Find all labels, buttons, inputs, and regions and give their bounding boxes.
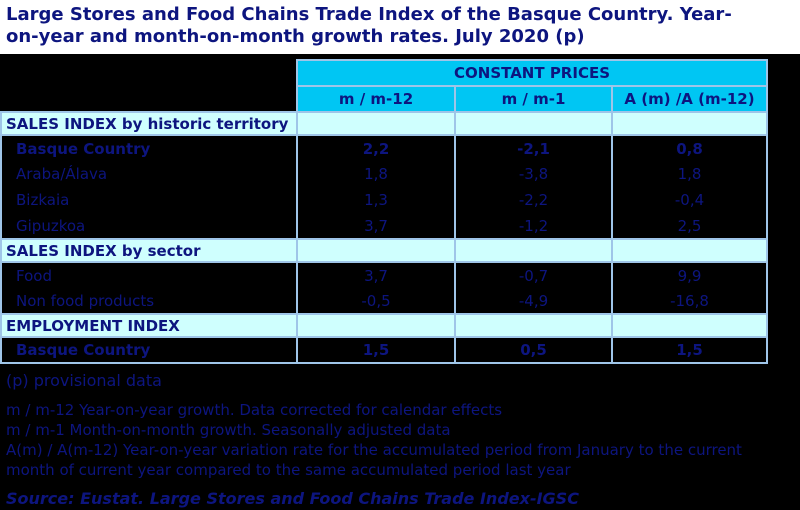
source-line: Source: Eustat. Large Stores and Food Ch…	[6, 489, 579, 508]
column-header-am-am12: A (m) /A (m-12)	[610, 85, 769, 113]
value-cell: 3,7	[296, 213, 456, 239]
value-cell: 1,3	[296, 187, 456, 213]
row-label: Araba/Álava	[0, 161, 298, 187]
value-cell: -4,9	[454, 288, 613, 314]
section-blank-cell	[610, 111, 769, 136]
value-cell: -2,2	[454, 187, 613, 213]
section-row: SALES INDEX by historic territory	[0, 111, 769, 136]
data-row: Non food products -0,5 -4,9 -16,8	[0, 288, 769, 314]
value-cell: 9,9	[610, 262, 769, 288]
section-label: EMPLOYMENT INDEX	[0, 313, 298, 338]
value-cell: 0,8	[610, 135, 769, 161]
section-blank-cell	[610, 238, 769, 263]
section-blank-cell	[610, 313, 769, 338]
row-label: Basque Country	[0, 337, 298, 364]
column-header-row: m / m-12 m / m-1 A (m) /A (m-12)	[1, 85, 769, 113]
page-title-line-2: on-year and month-on-month growth rates.…	[6, 26, 585, 47]
value-cell: 2,5	[610, 213, 769, 239]
section-blank-cell	[296, 313, 456, 338]
row-label: Bizkaia	[0, 187, 298, 213]
column-header-m-m12: m / m-12	[296, 85, 456, 113]
data-row: Food 3,7 -0,7 9,9	[0, 262, 769, 288]
footnotes: (p) provisional data m / m-12 Year-on-ye…	[0, 371, 788, 509]
row-label: Food	[0, 262, 298, 288]
value-cell: 1,8	[296, 161, 456, 187]
section-row: SALES INDEX by sector	[0, 238, 769, 263]
value-cell: 1,8	[610, 161, 769, 187]
section-blank-cell	[296, 111, 456, 136]
value-cell: -3,8	[454, 161, 613, 187]
section-label: SALES INDEX by sector	[0, 238, 298, 263]
section-blank-cell	[454, 238, 613, 263]
footnote-m-m1: m / m-1 Month-on-month growth. Seasonall…	[6, 421, 451, 439]
data-row: Bizkaia 1,3 -2,2 -0,4	[0, 187, 769, 213]
data-row: Gipuzkoa 3,7 -1,2 2,5	[0, 213, 769, 239]
value-cell: 1,5	[296, 337, 456, 364]
footnote-accumulated: A(m) / A(m-12) Year-on-year variation ra…	[6, 441, 742, 479]
value-cell: -16,8	[610, 288, 769, 314]
value-cell: 3,7	[296, 262, 456, 288]
footnote-provisional: (p) provisional data	[6, 371, 162, 390]
section-blank-cell	[454, 111, 613, 136]
data-row: Basque Country 2,2 -2,1 0,8	[0, 135, 769, 161]
row-label: Basque Country	[0, 135, 298, 161]
value-cell: 0,5	[454, 337, 613, 364]
group-header-row: CONSTANT PRICES	[1, 59, 769, 87]
page-title-line-1: Large Stores and Food Chains Trade Index…	[6, 4, 732, 25]
value-cell: -0,7	[454, 262, 613, 288]
value-cell: -2,1	[454, 135, 613, 161]
value-cell: -0,5	[296, 288, 456, 314]
footnote-m-m12: m / m-12 Year-on-year growth. Data corre…	[6, 401, 503, 419]
section-blank-cell	[296, 238, 456, 263]
value-cell: -0,4	[610, 187, 769, 213]
table-corner-cell	[1, 86, 298, 112]
value-cell: 2,2	[296, 135, 456, 161]
section-label: SALES INDEX by historic territory	[0, 111, 298, 136]
page-title: Large Stores and Food Chains Trade Index…	[0, 0, 800, 54]
section-blank-cell	[454, 313, 613, 338]
section-row: EMPLOYMENT INDEX	[0, 313, 769, 338]
value-cell: 1,5	[610, 337, 769, 364]
data-row: Basque Country 1,5 0,5 1,5	[0, 337, 769, 364]
trade-index-table-body: CONSTANT PRICES m / m-12 m / m-1 A (m) /…	[0, 59, 769, 364]
table-corner-cell	[1, 60, 298, 86]
value-cell: -1,2	[454, 213, 613, 239]
trade-index-table: CONSTANT PRICES m / m-12 m / m-1 A (m) /…	[0, 59, 769, 364]
data-row: Araba/Álava 1,8 -3,8 1,8	[0, 161, 769, 187]
row-label: Non food products	[0, 288, 298, 314]
row-label: Gipuzkoa	[0, 213, 298, 239]
column-header-m-m1: m / m-1	[454, 85, 613, 113]
constant-prices-header: CONSTANT PRICES	[295, 59, 769, 87]
